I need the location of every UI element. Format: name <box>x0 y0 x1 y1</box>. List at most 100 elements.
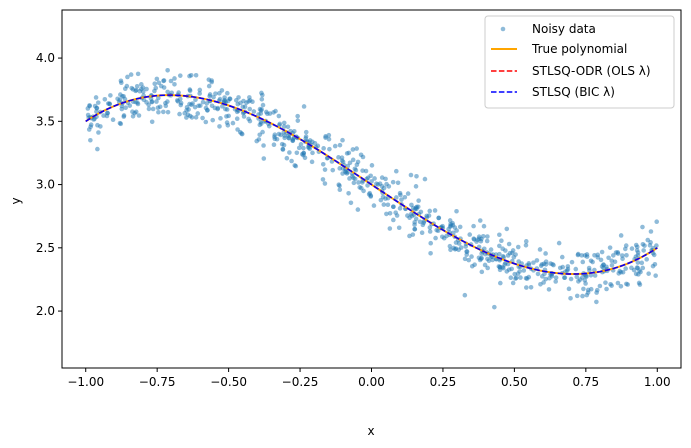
scatter-point <box>193 115 199 120</box>
scatter-point <box>556 240 562 246</box>
scatter-point <box>637 282 643 287</box>
scatter-point <box>454 208 459 214</box>
scatter-point <box>606 255 611 261</box>
scatter-point <box>355 159 361 165</box>
scatter-point <box>233 98 239 103</box>
scatter-point <box>523 239 529 244</box>
x-tick-label: −1.00 <box>67 375 104 389</box>
scatter-point <box>543 262 549 267</box>
scatter-point <box>121 114 127 119</box>
scatter-point <box>464 252 470 257</box>
x-tick-label: 0.75 <box>572 375 599 389</box>
scatter-point <box>479 269 485 275</box>
scatter-point <box>303 136 309 141</box>
scatter-point <box>428 240 434 246</box>
scatter-point <box>178 102 184 108</box>
scatter-point <box>450 230 456 236</box>
scatter-point <box>351 180 357 186</box>
scatter-point <box>223 106 228 112</box>
scatter-point <box>603 280 608 285</box>
scatter-point <box>128 72 134 77</box>
scatter-point <box>360 154 366 160</box>
scatter-point <box>301 104 307 109</box>
scatter-point <box>481 223 487 229</box>
scatter-point <box>595 252 601 258</box>
scatter-point <box>568 295 573 301</box>
scatter-point <box>409 202 414 208</box>
scatter-point <box>535 271 541 277</box>
scatter-point <box>322 167 328 172</box>
scatter-point <box>427 229 433 234</box>
scatter-point <box>417 219 423 225</box>
scatter-point <box>327 146 332 152</box>
scatter-point <box>566 286 572 292</box>
x-tick-label: 0.25 <box>430 375 457 389</box>
scatter-point <box>104 113 110 119</box>
scatter-point <box>534 258 540 263</box>
scatter-point <box>618 233 624 238</box>
scatter-point <box>601 262 606 268</box>
scatter-point <box>193 97 198 103</box>
scatter-point <box>394 195 399 200</box>
scatter-point <box>477 236 482 241</box>
legend-label-stlsq-bic: STLSQ (BIC λ) <box>532 85 615 99</box>
scatter-point <box>397 206 403 211</box>
scatter-point <box>569 259 575 265</box>
scatter-point <box>562 275 568 280</box>
scatter-point <box>155 105 161 111</box>
scatter-point <box>213 91 218 96</box>
scatter-point <box>323 135 328 140</box>
scatter-point <box>531 260 536 265</box>
scatter-point <box>265 111 270 117</box>
scatter-point <box>597 283 603 289</box>
scatter-point <box>415 204 421 210</box>
legend-label-true-polynomial: True polynomial <box>531 42 627 56</box>
scatter-point <box>119 103 125 109</box>
scatter-point <box>625 282 631 287</box>
scatter-point <box>146 106 152 112</box>
scatter-point <box>218 116 223 121</box>
scatter-point <box>538 263 544 269</box>
scatter-point <box>497 243 502 249</box>
scatter-point <box>499 238 504 244</box>
scatter-point <box>586 265 592 271</box>
scatter-point <box>639 260 645 266</box>
scatter-point <box>594 290 599 295</box>
scatter-point <box>339 155 345 160</box>
scatter-point <box>88 137 93 143</box>
scatter-point <box>553 279 558 284</box>
scatter-point <box>469 263 475 269</box>
scatter-point <box>391 217 396 223</box>
scatter-point <box>634 244 640 250</box>
scatter-point <box>608 281 613 287</box>
scatter-point <box>618 283 624 289</box>
scatter-point <box>133 109 139 115</box>
scatter-point <box>165 109 171 115</box>
legend-label-noisy-data: Noisy data <box>532 22 596 36</box>
scatter-point <box>251 109 257 114</box>
scatter-point <box>510 248 516 253</box>
scatter-point <box>281 120 287 126</box>
scatter-point <box>161 109 166 115</box>
scatter-point <box>260 129 265 135</box>
y-tick-label: 3.5 <box>36 114 55 128</box>
scatter-point <box>454 228 459 233</box>
scatter-point <box>368 173 373 179</box>
scatter-point <box>588 258 594 264</box>
scatter-point <box>509 266 514 272</box>
scatter-point <box>488 247 494 252</box>
scatter-point <box>272 136 278 142</box>
scatter-point <box>133 87 139 93</box>
scatter-point <box>497 232 502 238</box>
scatter-point <box>239 131 245 137</box>
scatter-point <box>576 279 581 284</box>
scatter-point <box>524 285 529 290</box>
scatter-point <box>292 163 298 168</box>
scatter-point <box>135 101 141 107</box>
x-tick-label: 1.00 <box>644 375 671 389</box>
scatter-point <box>422 176 428 182</box>
scatter-point <box>546 287 552 292</box>
scatter-point <box>351 175 356 181</box>
scatter-point <box>281 142 287 148</box>
